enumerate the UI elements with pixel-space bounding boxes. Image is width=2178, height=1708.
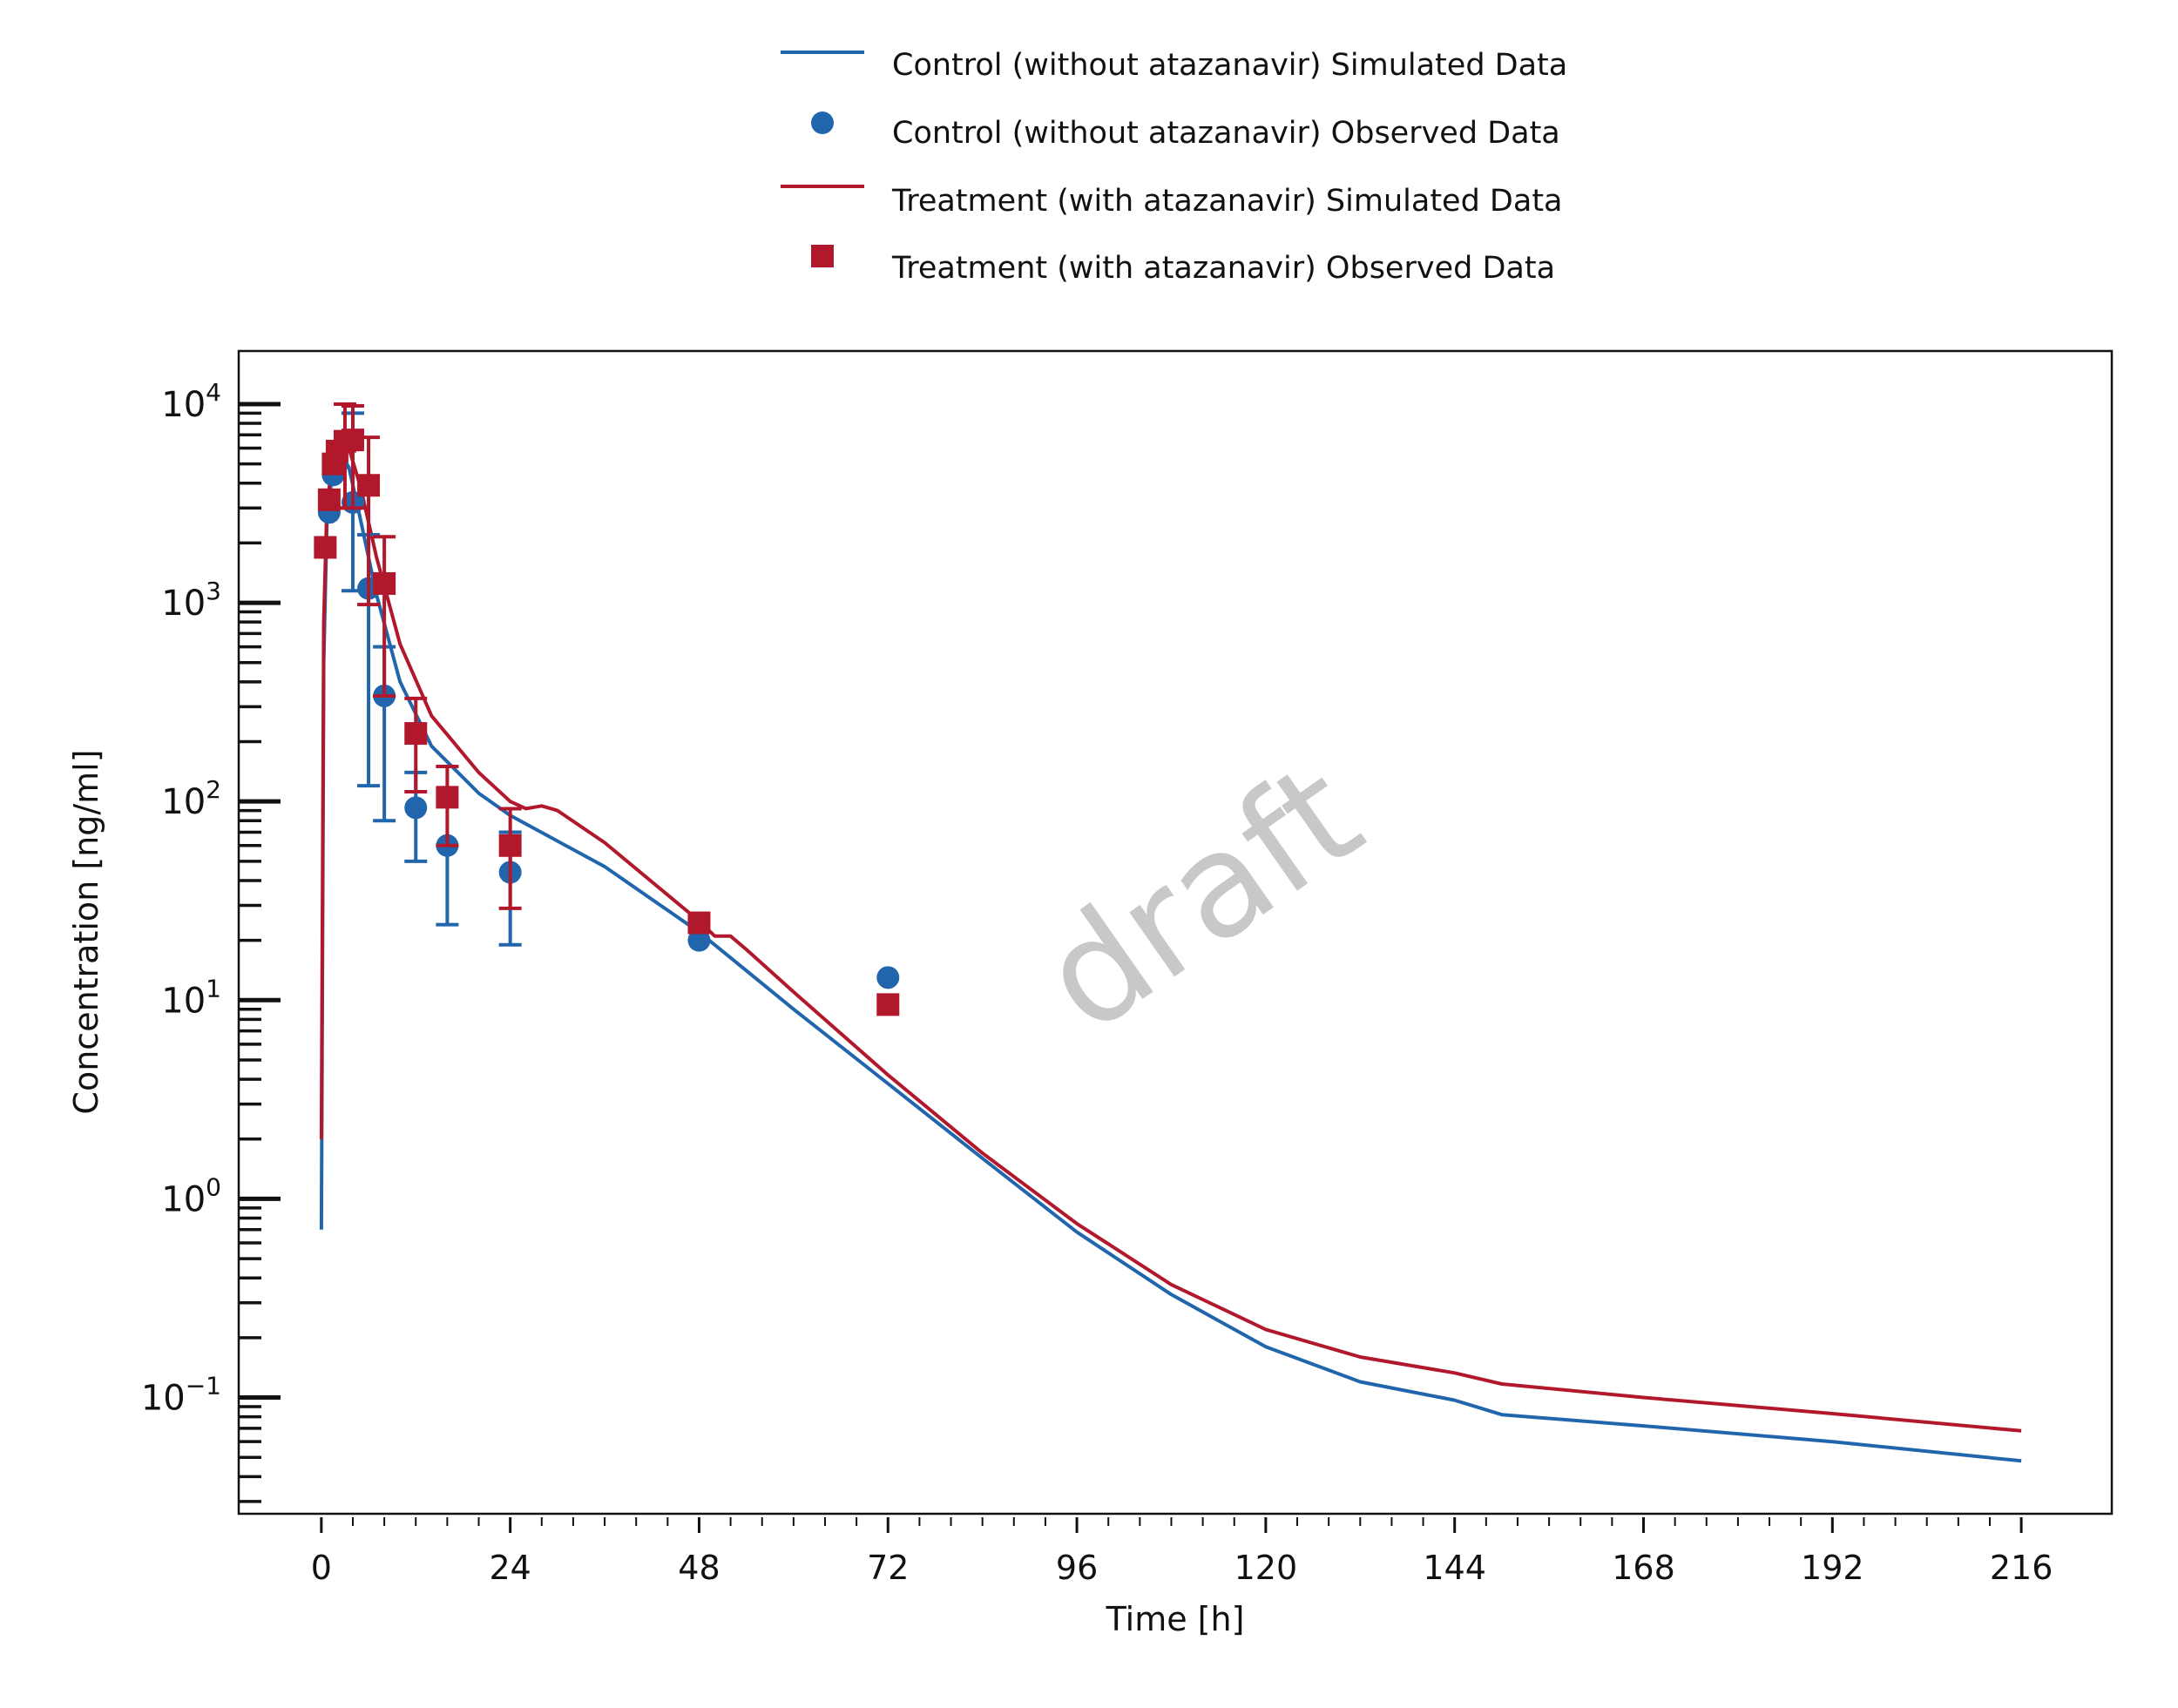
plot-area xyxy=(237,349,2114,1516)
legend-label-control-simulated: Control (without atazanavir) Simulated D… xyxy=(892,48,1567,83)
y-tick-label: 100 xyxy=(161,1172,221,1219)
x-tick-label: 24 xyxy=(489,1549,531,1587)
axes: 0 24 48 72 96 120 144 168 192 216 10−1 100 101 102 103… xyxy=(141,378,2053,1587)
control-observed-point xyxy=(404,796,428,820)
y-tick-label: 104 xyxy=(161,378,221,425)
y-tick-label: 101 xyxy=(161,974,221,1021)
x-tick-label: 216 xyxy=(1990,1549,2053,1587)
legend-swatch-treatment-observed xyxy=(811,245,834,267)
series-line-2 xyxy=(319,439,2022,1433)
treatment-observed-point xyxy=(436,786,459,809)
y-tick-label: 10−1 xyxy=(141,1372,221,1419)
x-tick-label: 168 xyxy=(1612,1549,1675,1587)
x-tick-label: 192 xyxy=(1801,1549,1864,1587)
legend-swatch-control-observed xyxy=(811,111,834,134)
treatment-observed-point xyxy=(373,571,396,595)
x-tick-label: 72 xyxy=(867,1549,909,1587)
y-tick-label: 102 xyxy=(161,775,221,822)
legend-label-treatment-observed: Treatment (with atazanavir) Observed Dat… xyxy=(891,251,1555,286)
legend: Control (without atazanavir) Simulated D… xyxy=(781,48,1567,286)
treatment-observed-point xyxy=(341,429,364,452)
legend-label-treatment-simulated: Treatment (with atazanavir) Simulated Da… xyxy=(891,184,1563,219)
x-tick-label: 96 xyxy=(1056,1549,1098,1587)
treatment-observed-point xyxy=(876,993,900,1016)
legend-label-control-observed: Control (without atazanavir) Observed Da… xyxy=(892,116,1560,151)
x-tick-label: 144 xyxy=(1423,1549,1486,1587)
series-layer xyxy=(314,402,2022,1463)
treatment-observed-point xyxy=(314,536,337,559)
watermark: draft xyxy=(1012,731,1390,1064)
control-observed-point xyxy=(687,928,711,952)
x-tick-label: 48 xyxy=(678,1549,720,1587)
control-observed-point xyxy=(876,966,900,989)
x-axis-label: Time [h] xyxy=(1106,1600,1245,1638)
treatment-observed-point xyxy=(687,911,711,935)
treatment-observed-point xyxy=(498,834,522,857)
x-tick-label: 120 xyxy=(1234,1549,1298,1587)
y-tick-label: 103 xyxy=(161,577,221,624)
x-tick-label: 0 xyxy=(311,1549,332,1587)
treatment-observed-point xyxy=(404,722,428,746)
treatment-observed-point xyxy=(357,474,381,497)
y-axis-label: Concentration [ng/ml] xyxy=(67,749,105,1114)
